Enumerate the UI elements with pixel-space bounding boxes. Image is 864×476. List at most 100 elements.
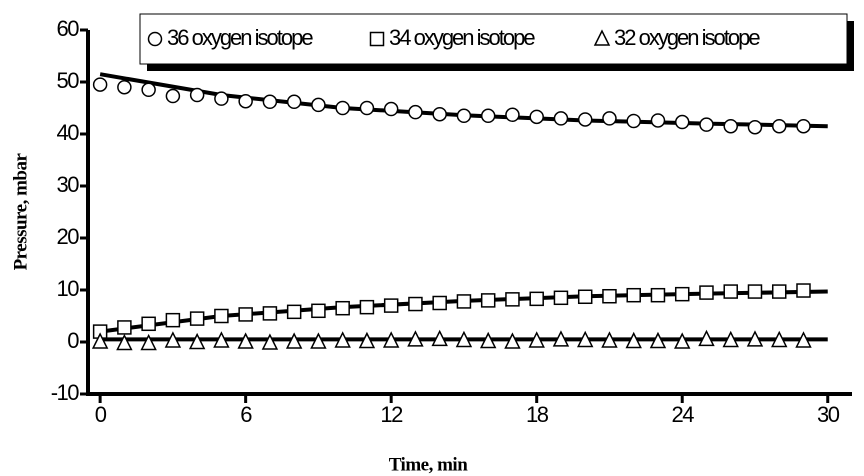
marker xyxy=(505,292,520,307)
marker xyxy=(358,331,376,349)
legend-label: 36 oxygen isotope xyxy=(167,25,313,50)
marker xyxy=(359,299,375,315)
legend-marker xyxy=(593,29,611,46)
marker xyxy=(431,329,448,347)
marker xyxy=(601,331,618,348)
marker xyxy=(456,294,472,309)
marker xyxy=(213,331,230,348)
marker xyxy=(383,298,399,313)
marker xyxy=(480,293,496,308)
marker xyxy=(165,88,181,104)
marker xyxy=(626,287,641,303)
marker xyxy=(261,333,279,350)
y-tick-label: 0 xyxy=(67,328,79,353)
marker xyxy=(455,330,473,348)
marker xyxy=(699,117,714,132)
marker xyxy=(796,118,811,134)
marker xyxy=(626,113,641,129)
marker xyxy=(432,295,447,311)
marker xyxy=(117,320,132,335)
marker xyxy=(188,332,206,350)
marker xyxy=(92,77,108,92)
marker xyxy=(577,112,593,127)
y-tick-label: 40 xyxy=(57,120,80,145)
marker xyxy=(747,119,763,135)
marker xyxy=(650,287,666,303)
legend-marker xyxy=(147,31,163,47)
marker xyxy=(456,108,472,124)
legend-label: 32 oxygen isotope xyxy=(614,25,760,50)
marker xyxy=(699,285,714,300)
marker xyxy=(189,311,205,326)
marker xyxy=(285,332,303,349)
marker xyxy=(602,288,617,304)
marker xyxy=(408,104,423,120)
marker xyxy=(796,283,811,298)
marker xyxy=(335,100,350,116)
marker xyxy=(674,286,690,302)
marker xyxy=(528,331,545,348)
marker xyxy=(747,284,763,299)
marker xyxy=(698,329,715,347)
marker xyxy=(262,94,278,110)
marker xyxy=(383,101,399,117)
marker xyxy=(479,331,497,349)
marker xyxy=(237,332,254,349)
marker xyxy=(529,291,544,307)
legend-marker xyxy=(369,31,385,47)
y-tick-label: 60 xyxy=(57,16,80,41)
marker xyxy=(795,331,812,348)
marker xyxy=(310,332,327,349)
marker xyxy=(286,94,302,110)
marker xyxy=(238,93,253,109)
marker xyxy=(91,332,109,349)
marker xyxy=(359,100,375,116)
marker xyxy=(214,308,229,324)
legend-label: 34 oxygen isotope xyxy=(389,25,535,50)
marker xyxy=(141,316,156,332)
marker xyxy=(262,306,278,321)
y-axis-label: Pressure, mbar xyxy=(10,153,31,271)
marker xyxy=(576,330,594,348)
marker xyxy=(553,290,569,306)
marker xyxy=(335,300,350,316)
x-tick-label: 24 xyxy=(671,402,694,427)
marker xyxy=(382,331,400,348)
y-tick-label: 50 xyxy=(57,68,80,93)
marker xyxy=(674,332,691,349)
x-tick-label: 0 xyxy=(95,402,107,427)
marker xyxy=(771,330,788,348)
marker xyxy=(577,289,593,305)
marker xyxy=(529,109,544,125)
legend-box xyxy=(139,13,848,65)
marker xyxy=(117,79,132,95)
marker xyxy=(552,330,570,347)
marker xyxy=(189,87,205,103)
marker xyxy=(214,91,229,106)
marker xyxy=(723,118,738,134)
x-axis-label: Time, min xyxy=(389,454,468,475)
marker xyxy=(116,333,133,351)
x-tick-label: 6 xyxy=(240,402,252,427)
marker xyxy=(504,332,521,349)
marker xyxy=(334,331,351,348)
marker xyxy=(432,106,447,122)
marker xyxy=(771,284,787,299)
marker xyxy=(140,333,157,351)
marker xyxy=(407,330,424,347)
y-tick-label: -10 xyxy=(51,380,80,405)
marker xyxy=(771,118,787,134)
marker xyxy=(625,331,642,349)
marker xyxy=(238,307,253,322)
marker xyxy=(722,330,739,348)
marker xyxy=(480,108,496,124)
marker xyxy=(505,107,520,123)
marker xyxy=(311,303,326,319)
x-tick-label: 18 xyxy=(526,402,549,427)
x-tick-label: 30 xyxy=(817,402,840,427)
marker xyxy=(141,82,156,98)
x-tick-label: 12 xyxy=(380,402,403,427)
y-tick-label: 10 xyxy=(57,276,80,301)
marker xyxy=(286,304,302,320)
